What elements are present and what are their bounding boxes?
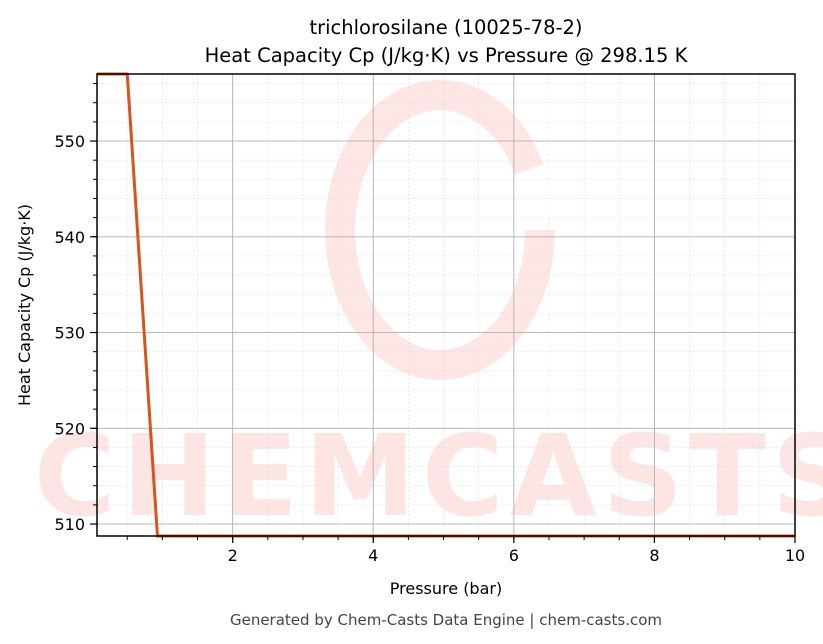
y-tick-label: 550 xyxy=(54,132,85,151)
y-axis-label: Heat Capacity Cp (J/kg·K) xyxy=(15,204,34,406)
x-tick-label: 8 xyxy=(649,546,659,565)
y-tick-label: 530 xyxy=(54,324,85,343)
x-tick-label: 6 xyxy=(509,546,519,565)
y-tick-label: 510 xyxy=(54,515,85,534)
x-tick-label: 2 xyxy=(228,546,238,565)
chart-title: trichlorosilane (10025-78-2) xyxy=(309,16,582,39)
plot-frame xyxy=(96,73,796,537)
footer-credit: Generated by Chem-Casts Data Engine | ch… xyxy=(230,611,662,629)
x-axis-label: Pressure (bar) xyxy=(390,579,502,598)
axis-ticks: 2 4 6 8 10 510 520 530 540 550 xyxy=(54,83,805,565)
watermark-text: CHEMCASTS xyxy=(34,412,823,542)
x-tick-label: 10 xyxy=(785,546,805,565)
watermark: CHEMCASTS xyxy=(34,80,823,542)
x-tick-label: 4 xyxy=(368,546,378,565)
grid xyxy=(97,74,796,536)
chart-subtitle: Heat Capacity Cp (J/kg·K) vs Pressure @ … xyxy=(205,44,689,67)
y-tick-label: 540 xyxy=(54,228,85,247)
y-tick-label: 520 xyxy=(54,419,85,438)
